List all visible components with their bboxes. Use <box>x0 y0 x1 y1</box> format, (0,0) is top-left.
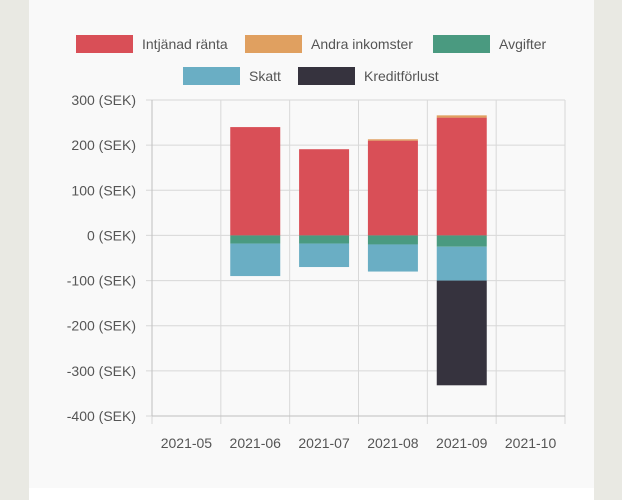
y-tick-label: -200 (SEK) <box>67 318 136 334</box>
bars <box>230 115 487 386</box>
bar-segment <box>436 117 487 236</box>
bar-segment <box>436 246 487 281</box>
x-tick-label: 2021-06 <box>230 435 282 451</box>
y-tick-label: 200 (SEK) <box>71 137 136 153</box>
bar-segment <box>299 235 350 244</box>
legend-label: Andra inkomster <box>311 36 413 52</box>
legend-label: Intjänad ränta <box>142 36 228 52</box>
bar-segment <box>230 243 281 277</box>
y-tick-label: 0 (SEK) <box>87 227 136 243</box>
bar-segment <box>367 244 418 272</box>
x-tick-label: 2021-05 <box>161 435 213 451</box>
bar-segment <box>230 127 281 236</box>
bar-segment <box>367 235 418 245</box>
bar-segment <box>367 139 418 141</box>
y-tick-label: 300 (SEK) <box>71 92 136 108</box>
legend-swatch <box>298 67 355 85</box>
legend-swatch <box>183 67 240 85</box>
x-tick-label: 2021-10 <box>505 435 557 451</box>
bar-segment <box>230 235 281 244</box>
x-tick-label: 2021-08 <box>367 435 419 451</box>
x-axis-ticks: 2021-05 2021-06 2021-07 2021-08 2021-09 2021-… <box>161 435 557 451</box>
legend-label: Kreditförlust <box>364 68 439 84</box>
x-tick-label: 2021-09 <box>436 435 488 451</box>
bar-segment <box>436 115 487 118</box>
y-tick-label: -400 (SEK) <box>67 408 136 424</box>
bar-segment <box>367 140 418 236</box>
grid <box>146 99 566 424</box>
legend-swatch <box>245 35 302 53</box>
legend: Intjänad ränta Andra inkomster Avgifter Ska… <box>76 35 547 85</box>
legend-swatch <box>433 35 490 53</box>
y-tick-label: 100 (SEK) <box>71 182 136 198</box>
legend-label: Skatt <box>249 68 281 84</box>
bar-segment <box>436 280 487 386</box>
bar-segment <box>299 149 350 236</box>
bar-segment <box>299 243 350 268</box>
y-axis-ticks: 300 (SEK) 200 (SEK) 100 (SEK) 0 (SEK) -100 (… <box>67 92 136 424</box>
bottom-strip <box>29 488 594 500</box>
legend-swatch <box>76 35 133 53</box>
bar-segment <box>436 235 487 247</box>
y-tick-label: -100 (SEK) <box>67 273 136 289</box>
y-tick-label: -300 (SEK) <box>67 363 136 379</box>
x-tick-label: 2021-07 <box>298 435 350 451</box>
legend-label: Avgifter <box>499 36 547 52</box>
